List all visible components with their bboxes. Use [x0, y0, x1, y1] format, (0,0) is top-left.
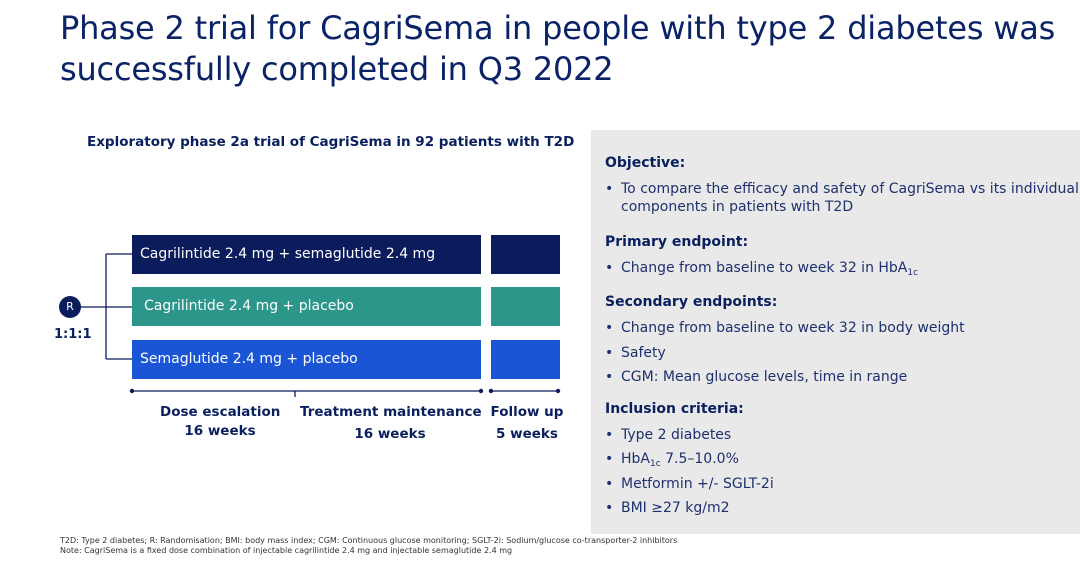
diagram-subtitle: Exploratory phase 2a trial of CagriSema … [87, 134, 575, 150]
bullet-dot: • [605, 476, 614, 492]
randomization-ratio: 1:1:1 [54, 327, 92, 342]
bullet-dot: • [605, 451, 614, 467]
inclusion-text: Metformin +/- SGLT-2i [621, 476, 774, 492]
followup-box-arm-1 [491, 235, 560, 274]
phase-treatment-maintenance: Treatment maintenance 16 weeks [300, 403, 482, 444]
phase-duration: 5 weeks [496, 426, 558, 442]
phase-follow-up: Follow up 5 weeks [488, 403, 566, 444]
inclusion-text: BMI ≥27 kg/m2 [621, 500, 730, 516]
bullet-dot: • [605, 345, 614, 361]
phase-dose-escalation: Dose escalation 16 weeks [160, 403, 280, 441]
trial-info-panel [591, 130, 1080, 534]
bullet-dot: • [605, 427, 614, 443]
phase-name: Follow up [490, 404, 564, 420]
objective-title: Objective: [605, 155, 686, 171]
phase-name: Dose escalation [160, 404, 281, 420]
timeline-dot [478, 388, 484, 394]
secondary-endpoint-text: Safety [621, 345, 666, 361]
bullet-dot: • [605, 369, 614, 385]
inclusion-hba-range: 7.5–10.0% [660, 451, 739, 467]
slide-title: Phase 2 trial for CagriSema in people wi… [60, 9, 1056, 88]
bullet-dot: • [605, 500, 614, 516]
phase-duration: 16 weeks [354, 426, 426, 442]
inclusion-hba-prefix: HbA [621, 451, 650, 467]
phase-name: Treatment maintenance [300, 404, 482, 420]
followup-box-arm-2 [491, 287, 560, 326]
arm-semaglutide-placebo: Semaglutide 2.4 mg + placebo [132, 340, 481, 379]
objective-line-2: components in patients with T2D [621, 199, 854, 215]
phase-duration: 16 weeks [184, 423, 256, 439]
primary-endpoint-subscript: 1c [907, 268, 919, 278]
bullet-dot: • [605, 260, 614, 276]
primary-endpoint-title: Primary endpoint: [605, 234, 749, 250]
timeline-dot [488, 388, 494, 394]
followup-box-arm-3 [491, 340, 560, 379]
footnote-abbreviations: T2D: Type 2 diabetes; R: Randomisation; … [60, 536, 678, 545]
inclusion-text: Type 2 diabetes [621, 427, 732, 443]
bullet-dot: • [605, 320, 614, 336]
arm-cagrisema: Cagrilintide 2.4 mg + semaglutide 2.4 mg [132, 235, 481, 274]
secondary-endpoint-text: Change from baseline to week 32 in body … [621, 320, 965, 336]
randomization-node: R [59, 296, 81, 318]
timeline-dot [129, 388, 135, 394]
objective-line-1: To compare the efficacy and safety of Ca… [621, 181, 1079, 197]
arm-cagrilintide-placebo: Cagrilintide 2.4 mg + placebo [132, 287, 481, 326]
timeline-dot [555, 388, 561, 394]
secondary-endpoint-text: CGM: Mean glucose levels, time in range [621, 369, 908, 385]
secondary-endpoints-title: Secondary endpoints: [605, 294, 778, 310]
inclusion-hba-subscript: 1c [650, 459, 661, 469]
primary-endpoint-text: Change from baseline to week 32 in HbA [621, 260, 908, 276]
inclusion-criteria-title: Inclusion criteria: [605, 401, 744, 417]
footnote-note: Note: CagriSema is a fixed dose combinat… [60, 546, 513, 555]
bullet-dot: • [605, 181, 614, 197]
